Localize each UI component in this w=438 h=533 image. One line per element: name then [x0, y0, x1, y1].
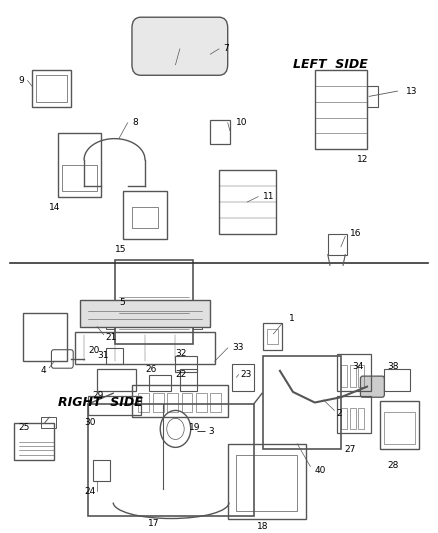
Text: LEFT  SIDE: LEFT SIDE: [293, 58, 368, 71]
Bar: [219, 170, 276, 233]
Text: 31: 31: [97, 351, 109, 360]
Bar: [341, 408, 347, 429]
Bar: [262, 356, 341, 449]
Bar: [32, 70, 71, 107]
Bar: [350, 366, 356, 386]
Bar: [149, 375, 171, 391]
Text: — 3: — 3: [197, 427, 215, 436]
Bar: [385, 412, 415, 444]
Bar: [210, 393, 221, 412]
Bar: [97, 369, 136, 391]
Text: RIGHT  SIDE: RIGHT SIDE: [58, 396, 143, 409]
Bar: [210, 120, 230, 144]
Bar: [193, 302, 201, 329]
Text: 23: 23: [241, 370, 252, 379]
Bar: [115, 260, 193, 344]
Bar: [385, 369, 410, 391]
Bar: [180, 369, 197, 391]
Bar: [232, 364, 254, 391]
Bar: [36, 75, 67, 102]
Text: 5: 5: [119, 298, 125, 306]
Text: 11: 11: [262, 192, 274, 201]
Text: 22: 22: [176, 370, 187, 379]
Text: 30: 30: [84, 418, 95, 427]
Text: 15: 15: [115, 245, 126, 254]
Bar: [350, 408, 356, 429]
Bar: [80, 300, 210, 327]
Bar: [132, 385, 228, 417]
Bar: [138, 393, 149, 412]
Text: 12: 12: [357, 155, 368, 164]
Bar: [93, 460, 110, 481]
Bar: [41, 417, 56, 428]
Bar: [176, 356, 197, 372]
Text: 13: 13: [406, 87, 418, 95]
Bar: [367, 86, 378, 107]
Bar: [23, 313, 67, 361]
Text: 17: 17: [148, 519, 159, 528]
Bar: [336, 396, 371, 433]
Text: 40: 40: [315, 466, 326, 475]
Bar: [228, 444, 306, 519]
Text: 24: 24: [84, 487, 95, 496]
FancyBboxPatch shape: [360, 376, 385, 397]
Text: 1: 1: [289, 313, 294, 322]
Text: 2: 2: [336, 409, 342, 417]
Bar: [267, 329, 278, 344]
Text: 26: 26: [145, 365, 156, 374]
Bar: [106, 348, 123, 364]
Bar: [88, 404, 254, 516]
FancyBboxPatch shape: [132, 17, 228, 75]
Text: 27: 27: [344, 445, 355, 454]
Text: 18: 18: [257, 522, 268, 531]
Bar: [106, 302, 115, 329]
Text: 10: 10: [237, 118, 248, 127]
Text: 33: 33: [232, 343, 244, 352]
Text: 9: 9: [19, 76, 25, 85]
Bar: [341, 366, 347, 386]
Text: 28: 28: [387, 461, 399, 470]
Text: 7: 7: [223, 44, 229, 53]
Text: 38: 38: [387, 362, 399, 371]
Bar: [358, 366, 364, 386]
Text: 25: 25: [19, 423, 30, 432]
Bar: [328, 233, 347, 255]
Text: 8: 8: [132, 118, 138, 127]
Bar: [315, 70, 367, 149]
Bar: [123, 191, 167, 239]
Bar: [132, 207, 158, 228]
Text: 14: 14: [49, 203, 60, 212]
Text: 19: 19: [188, 423, 200, 432]
Text: 21: 21: [106, 333, 117, 342]
Text: 29: 29: [93, 391, 104, 400]
Bar: [358, 408, 364, 429]
Text: 34: 34: [353, 362, 364, 371]
Bar: [58, 133, 102, 197]
Bar: [167, 393, 178, 412]
Bar: [14, 423, 53, 460]
Bar: [336, 353, 371, 391]
Bar: [262, 324, 282, 350]
Bar: [88, 396, 141, 415]
Bar: [62, 165, 97, 191]
Text: 16: 16: [350, 229, 361, 238]
Text: 4: 4: [41, 366, 46, 375]
Bar: [153, 393, 164, 412]
Text: 20: 20: [88, 346, 100, 355]
Bar: [196, 393, 207, 412]
Bar: [75, 332, 215, 364]
Bar: [182, 393, 192, 412]
Bar: [237, 455, 297, 511]
Bar: [380, 401, 419, 449]
Text: 32: 32: [176, 349, 187, 358]
